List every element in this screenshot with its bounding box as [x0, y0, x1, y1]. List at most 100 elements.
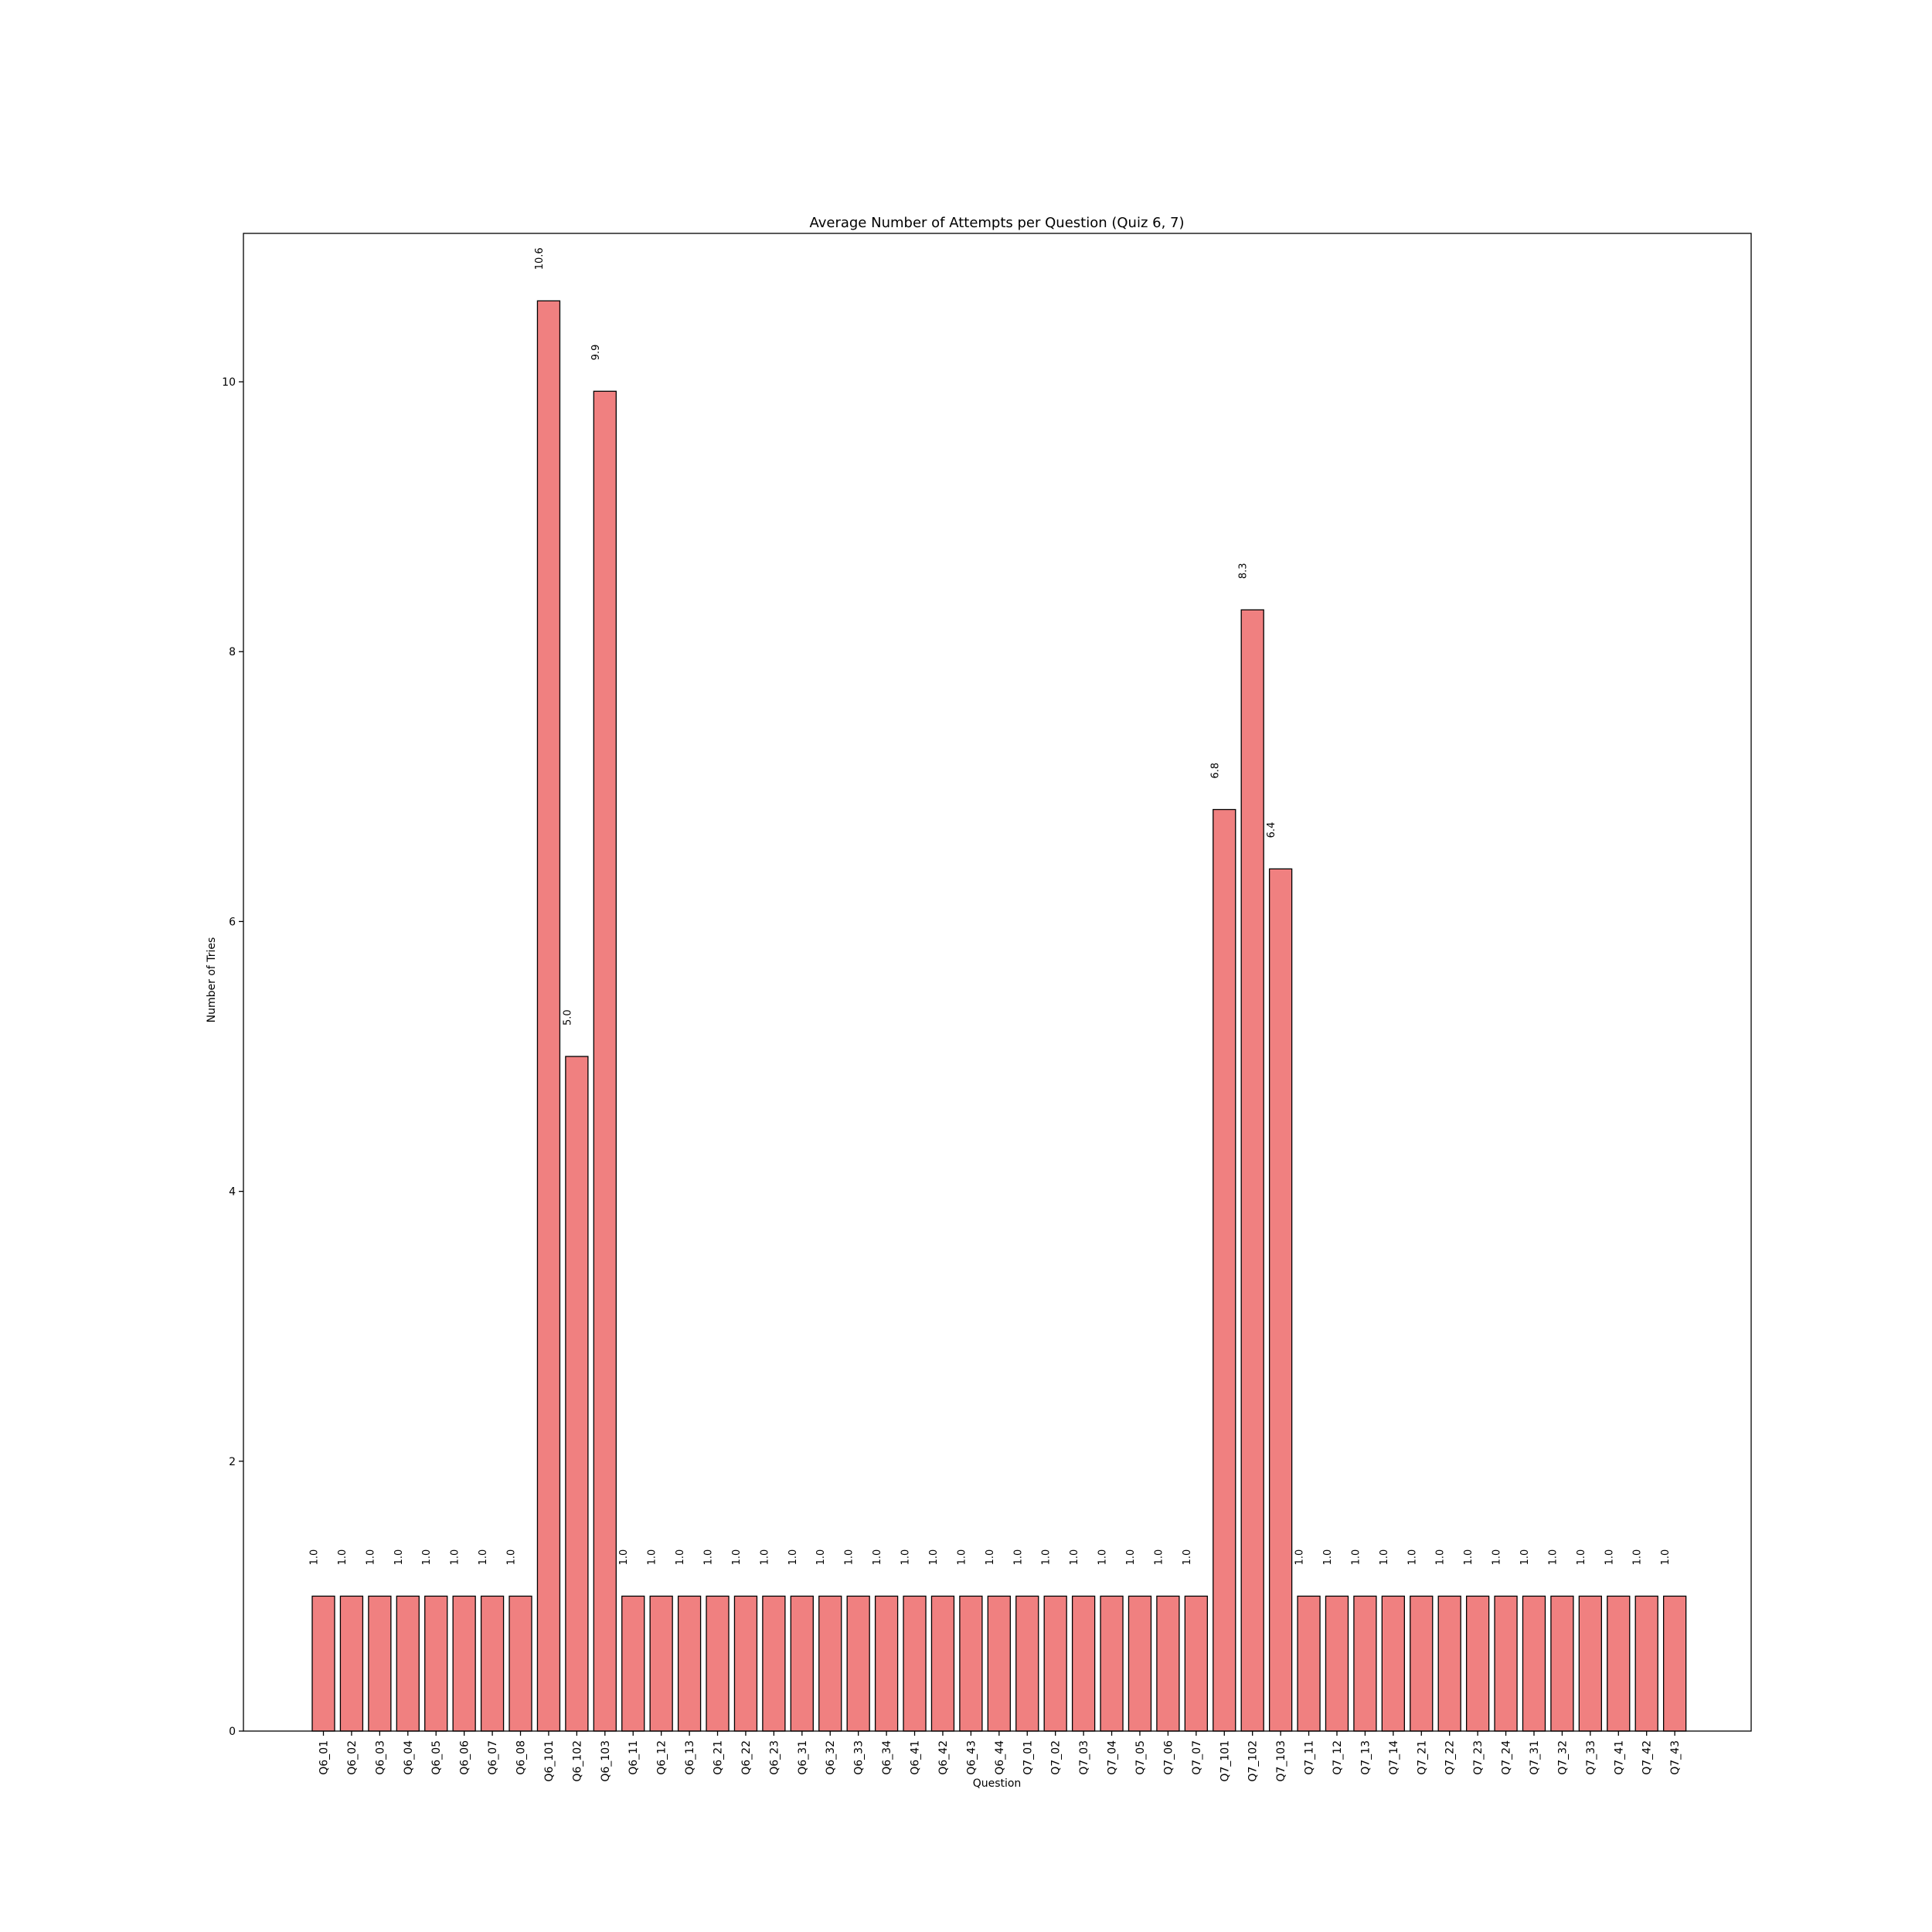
x-tick-label: Q7_02	[1050, 1740, 1063, 1775]
data-label: 1.0	[337, 1549, 349, 1566]
data-label: 1.0	[956, 1549, 968, 1566]
bar-q6_08	[509, 1595, 532, 1732]
bar-q7_102	[1240, 609, 1264, 1732]
data-label: 1.0	[703, 1549, 715, 1566]
bar-q6_41	[903, 1595, 927, 1732]
x-tick-label: Q6_42	[937, 1740, 950, 1775]
x-tick-label: Q6_103	[600, 1740, 612, 1782]
bar-q6_12	[649, 1595, 673, 1732]
data-label: 5.0	[562, 1009, 573, 1026]
bar-q7_03	[1071, 1595, 1096, 1732]
bar-q7_41	[1607, 1595, 1631, 1732]
y-tick-label: 10	[222, 376, 236, 389]
x-tick-label: Q6_44	[994, 1740, 1006, 1775]
bar-q6_02	[339, 1595, 364, 1732]
data-label: 1.0	[928, 1549, 940, 1566]
data-label: 1.0	[731, 1549, 743, 1566]
x-tick-label: Q7_102	[1247, 1740, 1260, 1782]
data-label: 1.0	[1660, 1549, 1672, 1566]
chart-title: Average Number of Attempts per Question …	[809, 215, 1184, 231]
bar-q7_31	[1522, 1595, 1546, 1732]
bar-q6_31	[790, 1595, 814, 1732]
bar-q6_11	[621, 1595, 645, 1732]
x-tick-label: Q7_21	[1416, 1740, 1428, 1775]
x-tick-label: Q7_03	[1078, 1740, 1090, 1775]
bar-q7_101	[1213, 808, 1236, 1732]
y-tick-label: 2	[229, 1456, 236, 1468]
bar-q7_103	[1268, 868, 1293, 1732]
bar-q6_07	[480, 1595, 505, 1732]
data-label: 1.0	[1125, 1549, 1137, 1566]
data-label: 1.0	[1492, 1549, 1503, 1566]
x-tick-label: Q6_22	[740, 1740, 753, 1775]
x-tick-label: Q7_14	[1388, 1740, 1400, 1775]
x-tick-label: Q7_11	[1304, 1740, 1316, 1775]
x-tick-label: Q6_12	[656, 1740, 668, 1775]
x-tick-label: Q7_06	[1162, 1740, 1175, 1775]
bar-q6_32	[818, 1595, 842, 1732]
data-label: 1.0	[1547, 1549, 1559, 1566]
data-label: 1.0	[1182, 1549, 1193, 1566]
bar-q6_33	[846, 1595, 870, 1732]
data-label: 1.0	[900, 1549, 912, 1566]
x-tick-label: Q7_04	[1107, 1740, 1119, 1775]
data-label: 1.0	[506, 1549, 518, 1566]
data-label: 1.0	[450, 1549, 461, 1566]
x-tick-label: Q6_32	[825, 1740, 837, 1775]
x-tick-label: Q7_07	[1191, 1740, 1203, 1775]
x-tick-label: Q6_41	[910, 1740, 922, 1775]
x-tick-label: Q6_03	[374, 1740, 386, 1775]
x-tick-label: Q7_01	[1022, 1740, 1034, 1775]
y-tick-label: 6	[229, 916, 236, 928]
x-tick-label: Q6_43	[965, 1740, 978, 1775]
data-label: 6.4	[1266, 822, 1277, 838]
bar-q7_05	[1128, 1595, 1152, 1732]
data-label: 1.0	[1350, 1549, 1362, 1566]
bar-q7_22	[1437, 1595, 1461, 1732]
data-label: 9.9	[590, 345, 602, 361]
x-tick-label: Q7_31	[1529, 1740, 1541, 1775]
x-tick-label: Q7_32	[1556, 1740, 1569, 1775]
bar-q7_24	[1494, 1595, 1518, 1732]
data-label: 1.0	[1463, 1549, 1475, 1566]
x-tick-label: Q7_22	[1444, 1740, 1457, 1775]
bar-q6_102	[565, 1056, 589, 1732]
bar-q6_03	[368, 1595, 392, 1732]
x-tick-label: Q7_13	[1359, 1740, 1372, 1775]
data-label: 1.0	[844, 1549, 855, 1566]
data-label: 1.0	[1322, 1549, 1334, 1566]
x-tick-label: Q6_101	[543, 1740, 556, 1782]
bar-q7_07	[1184, 1595, 1208, 1732]
x-tick-label: Q6_23	[768, 1740, 781, 1775]
bar-q6_103	[593, 390, 617, 1732]
bar-q6_01	[311, 1595, 335, 1732]
x-tick-label: Q6_31	[797, 1740, 809, 1775]
bar-q7_42	[1634, 1595, 1658, 1732]
x-tick-label: Q6_04	[403, 1740, 415, 1775]
x-tick-label: Q7_12	[1332, 1740, 1344, 1775]
x-tick-label: Q7_42	[1641, 1740, 1654, 1775]
bar-q6_13	[677, 1595, 702, 1732]
data-label: 1.0	[393, 1549, 405, 1566]
x-tick-label: Q7_05	[1134, 1740, 1147, 1775]
bar-q6_43	[959, 1595, 983, 1732]
x-tick-label: Q7_41	[1613, 1740, 1625, 1775]
x-tick-label: Q6_11	[628, 1740, 640, 1775]
data-label: 1.0	[1604, 1549, 1615, 1566]
bar-q6_21	[706, 1595, 730, 1732]
y-axis-label: Number of Tries	[206, 937, 218, 1023]
bar-q7_11	[1297, 1595, 1321, 1732]
data-label: 1.0	[1041, 1549, 1053, 1566]
data-label: 1.0	[618, 1549, 630, 1566]
bar-q7_33	[1578, 1595, 1602, 1732]
x-tick-label: Q7_103	[1275, 1740, 1287, 1782]
data-label: 1.0	[1153, 1549, 1165, 1566]
bar-q7_04	[1100, 1595, 1124, 1732]
x-tick-label: Q6_05	[430, 1740, 443, 1775]
data-label: 1.0	[787, 1549, 799, 1566]
data-label: 1.0	[1379, 1549, 1390, 1566]
x-tick-label: Q7_33	[1585, 1740, 1597, 1775]
bar-q6_34	[874, 1595, 899, 1732]
bar-q6_44	[987, 1595, 1011, 1732]
data-label: 1.0	[1294, 1549, 1306, 1566]
